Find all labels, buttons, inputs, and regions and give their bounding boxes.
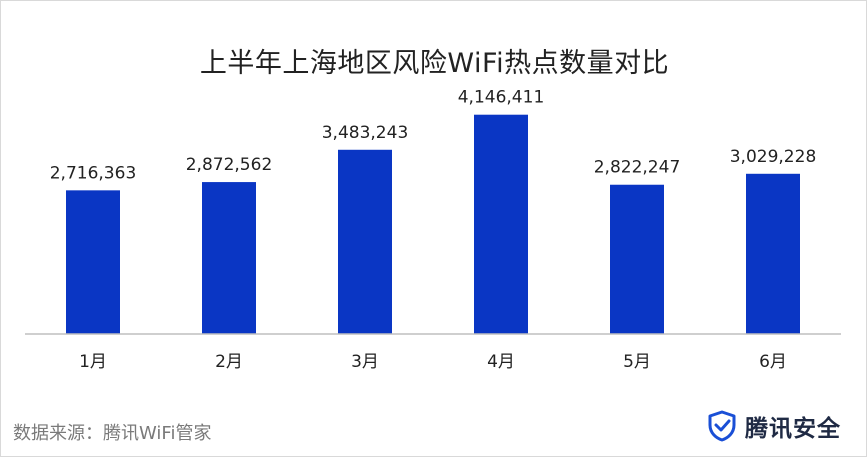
category-label-5: 5月 — [623, 352, 651, 372]
bar-6 — [746, 173, 800, 334]
value-label-5: 2,822,247 — [594, 158, 681, 178]
bar-2 — [202, 182, 256, 334]
chart-title: 上半年上海地区风险WiFi热点数量对比 — [199, 48, 670, 79]
bar-3 — [338, 149, 392, 334]
value-label-2: 2,872,562 — [186, 155, 273, 175]
category-label-6: 6月 — [759, 352, 787, 372]
category-label-3: 3月 — [351, 352, 379, 372]
bar-4 — [474, 114, 528, 334]
category-label-4: 4月 — [487, 352, 515, 372]
value-label-1: 2,716,363 — [50, 163, 137, 183]
shield-check-icon — [708, 410, 736, 442]
category-label-2: 2月 — [215, 352, 243, 372]
bar-5 — [610, 184, 664, 334]
value-label-3: 3,483,243 — [322, 123, 409, 143]
data-source-note: 数据来源：腾讯WiFi管家 — [13, 423, 212, 444]
brand-name: 腾讯安全 — [745, 416, 841, 442]
value-label-4: 4,146,411 — [458, 88, 545, 108]
bar-1 — [66, 190, 120, 334]
value-label-6: 3,029,228 — [730, 147, 817, 167]
category-label-1: 1月 — [79, 352, 107, 372]
brand-logo: 腾讯安全 — [707, 409, 841, 443]
